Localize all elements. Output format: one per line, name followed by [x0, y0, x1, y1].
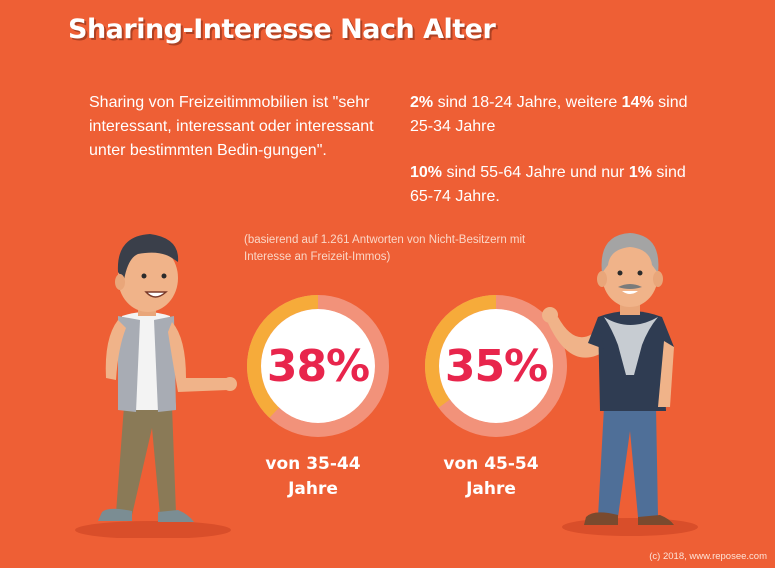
intro-text: Sharing von Freizeitimmobilien ist "sehr…	[89, 94, 374, 159]
fact-2-text-b: sind 65-74 Jahre.	[410, 164, 686, 205]
percent-value: 35%	[444, 340, 548, 392]
percent-value: 38%	[266, 340, 370, 392]
fact-2-text-a: sind 55-64 Jahre und nur	[442, 164, 629, 181]
facts-block: 2% sind 18-24 Jahre, weitere 14% sind 25…	[410, 91, 710, 231]
ring-progress	[247, 295, 389, 437]
donut-35-44: 38%	[243, 291, 393, 441]
fact-1-bold-a: 2%	[410, 94, 434, 111]
age-label-line2: Jahre	[288, 479, 338, 499]
ring-progress	[425, 295, 567, 437]
fact-2-bold-a: 10%	[410, 164, 443, 181]
fact-1-text-a: sind 18-24 Jahre, weitere	[433, 94, 622, 111]
donut-ring	[425, 295, 567, 437]
age-label-line1: von 45-54	[443, 454, 539, 474]
fact-line-2: 10% sind 55-64 Jahre und nur 1% sind 65-…	[410, 161, 710, 209]
fact-line-1: 2% sind 18-24 Jahre, weitere 14% sind 25…	[410, 91, 710, 139]
young-man-illustration	[75, 234, 237, 538]
age-label-35-44: von 35-44 Jahre	[228, 452, 398, 502]
copyright-text: (c) 2018, www.reposee.com	[649, 551, 767, 562]
donut-ring	[247, 295, 389, 437]
age-label-line1: von 35-44	[265, 454, 361, 474]
fact-1-text-b: sind 25-34 Jahre	[410, 94, 688, 135]
fact-1-bold-b: 14%	[621, 94, 654, 111]
age-label-45-54: von 45-54 Jahre	[406, 452, 576, 502]
sample-note: (basierend auf 1.261 Antworten von Nicht…	[244, 234, 526, 263]
donut-45-54: 35%	[421, 291, 571, 441]
ring-center	[261, 309, 375, 423]
age-label-line2: Jahre	[466, 479, 516, 499]
fact-2-bold-b: 1%	[628, 164, 652, 181]
older-man-illustration	[542, 233, 698, 536]
ring-center	[439, 309, 553, 423]
page-title: Sharing-Interesse Nach Alter	[68, 14, 496, 45]
